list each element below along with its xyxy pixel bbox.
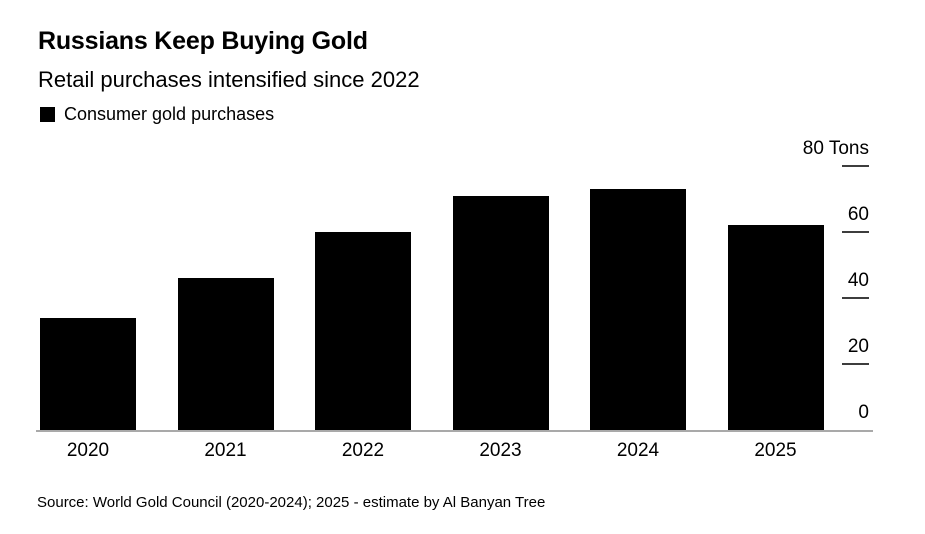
y-tick-label-80: 80 Tons xyxy=(802,138,869,159)
bar-2022 xyxy=(315,232,411,430)
legend: Consumer gold purchases xyxy=(40,104,274,125)
legend-swatch-icon xyxy=(40,107,55,122)
x-axis-label-2020: 2020 xyxy=(66,440,110,461)
source-note: Source: World Gold Council (2020-2024); … xyxy=(37,494,546,511)
y-tick-label-60: 60 xyxy=(847,204,869,225)
legend-label: Consumer gold purchases xyxy=(64,104,275,124)
y-tick-dash-60 xyxy=(842,231,869,233)
bar-2023 xyxy=(452,195,549,430)
chart-subtitle: Retail purchases intensified since 2022 xyxy=(38,67,420,92)
x-axis-label-2022: 2022 xyxy=(341,440,385,461)
plot-area: 0 20 40 60 80 Tons xyxy=(36,138,873,432)
y-tick-label-20: 20 xyxy=(847,336,869,357)
y-tick-dash-20 xyxy=(842,363,869,365)
bar-2024 xyxy=(590,189,686,430)
x-axis-label-2025: 2025 xyxy=(754,440,797,461)
bar-2020 xyxy=(40,317,136,430)
bar-2021 xyxy=(177,278,274,430)
bar-2025 xyxy=(727,225,824,430)
y-tick-dash-40 xyxy=(842,297,869,299)
y-tick-dash-80 xyxy=(842,165,869,167)
chart-title: Russians Keep Buying Gold xyxy=(38,27,368,55)
x-axis-label-2023: 2023 xyxy=(479,440,522,461)
y-tick-label-40: 40 xyxy=(847,270,869,291)
y-tick-label-0: 0 xyxy=(858,402,869,423)
x-axis-label-2021: 2021 xyxy=(204,440,247,461)
x-axis-label-2024: 2024 xyxy=(616,440,660,461)
